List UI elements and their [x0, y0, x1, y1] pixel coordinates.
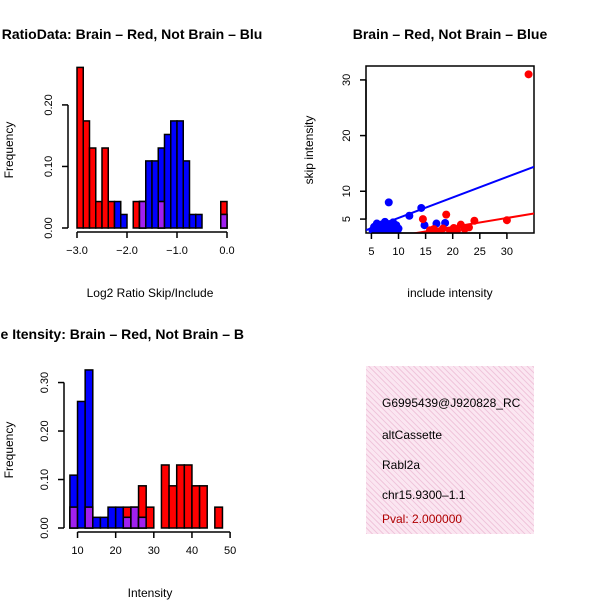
y-tick-label: 30	[341, 74, 353, 86]
x-tick-label: 10	[71, 545, 83, 557]
p-value: Pval: 2.000000	[382, 512, 463, 526]
point-brain	[464, 223, 473, 232]
y-tick-label: 0.10	[39, 469, 51, 490]
bar-brain	[76, 66, 84, 229]
point-not-brain	[405, 211, 414, 220]
point-not-brain	[393, 226, 402, 233]
x-tick-label: 0.0	[219, 245, 234, 257]
y-tick-label: 0.30	[39, 372, 51, 393]
bar-not-brain	[76, 400, 86, 529]
bar-brain	[95, 200, 103, 229]
x-tick-label: 5	[368, 246, 374, 258]
plot-area	[366, 70, 534, 233]
bar-brain	[214, 506, 224, 529]
y-tick-label: 0.00	[39, 517, 51, 538]
y-tick-label: 0.00	[43, 217, 55, 238]
x-tick-label: 20	[447, 246, 459, 258]
genomic-location: chr15.9300–1.1	[382, 488, 466, 502]
bar-not-brain	[182, 160, 191, 229]
y-axis-label: Frequency	[2, 122, 16, 179]
y-tick-label: 5	[341, 216, 353, 222]
bar-not-brain	[170, 120, 178, 229]
bar-not-brain	[113, 200, 122, 229]
bar-overlap	[157, 200, 166, 229]
gene-name: Rabl2a	[382, 458, 421, 472]
ratio-histogram-panel: −3.0 −2.0 −1.0 0.0 0.00 0.10 0.20 RatioData: Br…	[2, 26, 263, 300]
y-tick-label: 0.20	[43, 94, 55, 115]
x-tick-label: 40	[186, 545, 198, 557]
chart-title: ne Itensity: Brain – Red, Not Brain – B	[0, 326, 244, 342]
point-not-brain	[420, 221, 429, 230]
y-tick-label: 20	[341, 129, 353, 141]
bar-not-brain	[176, 120, 184, 229]
bar-not-brain	[163, 133, 172, 229]
bar-not-brain	[120, 213, 128, 229]
event-id: G6995439@J920828_RC	[382, 396, 521, 410]
point-brain	[502, 216, 511, 225]
bar-overlap	[122, 516, 132, 529]
bar-not-brain	[151, 160, 159, 229]
x-tick-label: 30	[148, 545, 160, 557]
y-axis-label: skip intensity	[302, 116, 316, 185]
chart-title: Brain – Red, Not Brain – Blue	[353, 26, 548, 42]
bar-brain	[82, 120, 91, 229]
bar-overlap	[220, 213, 228, 229]
bar-brain	[183, 464, 193, 529]
x-tick-label: 10	[392, 246, 404, 258]
bar-brain	[191, 485, 201, 529]
x-axis-label: include intensity	[407, 286, 492, 300]
x-tick-label: −1.0	[166, 245, 188, 257]
bar-not-brain	[99, 516, 109, 529]
bar-overlap	[138, 200, 147, 229]
x-tick-label: 20	[110, 545, 122, 557]
bar-brain	[101, 147, 109, 229]
point-brain	[438, 224, 447, 233]
point-not-brain	[384, 198, 393, 207]
x-tick-label: −2.0	[116, 245, 138, 257]
bar-brain	[145, 506, 155, 529]
bar-brain	[132, 200, 141, 229]
bar-not-brain	[92, 516, 102, 529]
point-brain	[524, 70, 533, 79]
bar-not-brain	[107, 506, 117, 529]
bar-brain	[175, 464, 186, 529]
event-info-panel: G6995439@J920828_RC altCassette Rabl2a c…	[366, 366, 534, 534]
bar-brain	[88, 147, 97, 229]
bar-brain	[160, 464, 170, 529]
x-tick-label: 50	[224, 545, 236, 557]
intensity-histogram-panel: 10 20 30 40 50 0.00 0.10 0.20 0.30 ne Itensity: B…	[0, 326, 244, 600]
y-tick-label: 10	[341, 185, 353, 197]
point-not-brain	[378, 227, 387, 233]
point-not-brain	[417, 203, 426, 212]
event-type: altCassette	[382, 428, 443, 442]
point-brain	[442, 210, 451, 219]
bar-not-brain	[188, 213, 197, 229]
bar-overlap	[84, 506, 94, 529]
chart-title: RatioData: Brain – Red, Not Brain – Blu	[2, 26, 263, 42]
x-tick-label: 30	[501, 246, 513, 258]
bar-brain	[107, 200, 116, 229]
bar-overlap	[69, 506, 79, 529]
bar-brain	[168, 485, 178, 529]
point-brain	[470, 216, 479, 225]
x-tick-label: 25	[474, 246, 486, 258]
x-tick-label: −3.0	[66, 245, 88, 257]
intensity-scatter-panel: 5 10 15 20 25 30 5 10 20 30 Brain – Red, Not Brain…	[302, 26, 547, 300]
bar-not-brain	[114, 506, 125, 529]
x-axis-label: Intensity	[128, 586, 173, 600]
y-tick-label: 0.20	[39, 420, 51, 441]
bar-brain	[198, 485, 208, 529]
plot-frame	[365, 65, 535, 234]
x-tick-label: 15	[419, 246, 431, 258]
bar-not-brain	[195, 213, 203, 229]
bar-overlap	[137, 516, 147, 529]
bar-overlap	[130, 506, 140, 529]
y-tick-label: 0.10	[43, 156, 55, 177]
bar-not-brain	[84, 369, 94, 529]
y-axis-label: Frequency	[2, 422, 16, 479]
x-axis-label: Log2 Ratio Skip/Include	[87, 286, 214, 300]
point-brain	[418, 215, 427, 224]
bar-not-brain	[145, 160, 153, 229]
